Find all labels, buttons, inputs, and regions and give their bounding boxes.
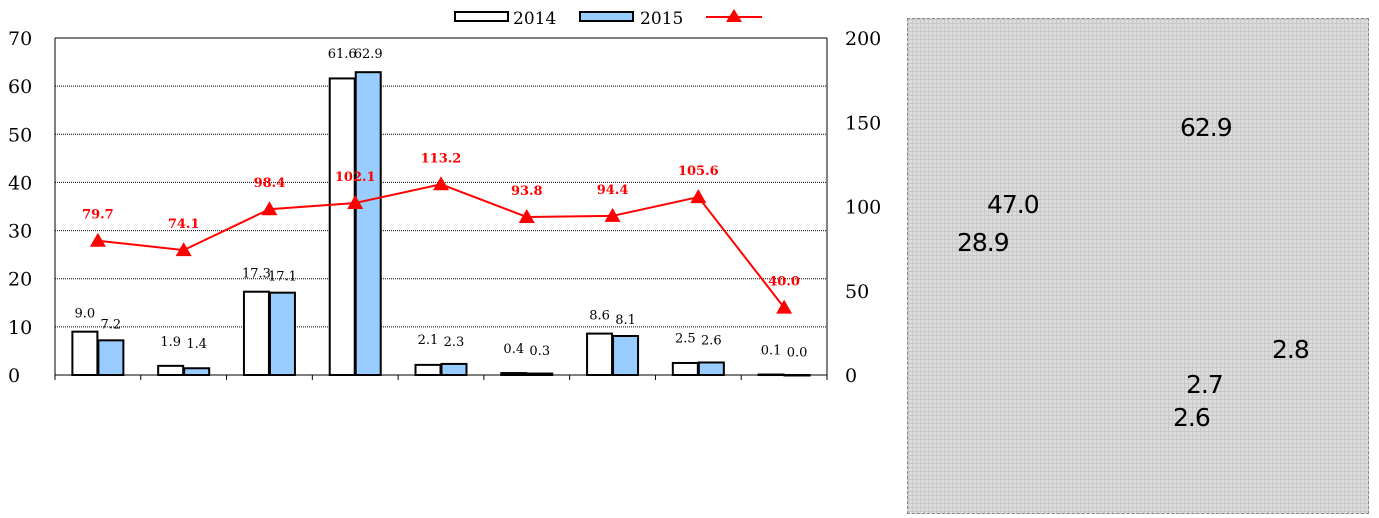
line-marker <box>175 242 192 257</box>
bar-label-2014: 0.4 <box>503 342 524 357</box>
bar-2015 <box>354 71 382 376</box>
y-tick-label-right: 150 <box>845 112 881 134</box>
line-marker <box>261 201 278 216</box>
y-tick-label-left: 0 <box>8 365 20 387</box>
line-data-label: 105.6 <box>678 164 719 179</box>
bar-2014 <box>71 330 99 376</box>
panel-value: 47.0 <box>987 190 1040 219</box>
bar-label-2014: 2.1 <box>418 333 439 348</box>
line-marker <box>776 299 793 314</box>
bar-label-2014: 8.6 <box>589 309 610 324</box>
y-tick-label-left: 40 <box>8 172 32 194</box>
bar-2014 <box>328 77 356 376</box>
y-tick-label-right: 100 <box>845 197 881 219</box>
bar-label-2015: 7.2 <box>101 317 122 332</box>
y-tick-label-left: 20 <box>8 269 32 291</box>
panel-value: 2.8 <box>1272 335 1310 364</box>
bar-label-2014: 2.5 <box>675 331 696 346</box>
value-panel: 62.9 47.0 28.9 2.8 2.7 2.6 <box>907 18 1369 514</box>
y-tick-label-left: 70 <box>8 28 32 50</box>
bar-2014 <box>242 290 270 376</box>
bar-label-2015: 0.3 <box>529 344 550 359</box>
bar-label-2014: 17.3 <box>242 267 271 282</box>
line-data-label: 102.1 <box>335 170 376 185</box>
legend-swatch-2015 <box>579 11 634 22</box>
line-marker <box>89 232 106 247</box>
legend-label-2014: 2014 <box>513 9 556 29</box>
y-tick-label-left: 50 <box>8 124 32 146</box>
bar-2014 <box>757 373 785 377</box>
y-tick-label-right: 200 <box>845 28 881 50</box>
bar-2015 <box>612 335 640 376</box>
line-data-label: 79.7 <box>82 208 114 223</box>
line-marker <box>433 176 449 191</box>
bar-2015 <box>526 372 554 377</box>
bar-2015 <box>97 339 125 376</box>
bar-label-2015: 2.6 <box>701 333 722 348</box>
line-data-label: 93.8 <box>511 184 543 199</box>
legend-line-marker <box>726 9 742 22</box>
line-data-label: 113.2 <box>421 151 462 166</box>
bar-2014 <box>157 364 185 376</box>
legend-swatch-2014 <box>454 11 509 22</box>
line-marker <box>518 208 535 223</box>
line-marker <box>347 194 364 209</box>
panel-value: 2.7 <box>1186 370 1224 399</box>
line-data-label: 40.0 <box>768 275 800 290</box>
bar-label-2014: 1.9 <box>160 335 181 350</box>
bar-2015 <box>440 362 468 377</box>
bar-2015 <box>783 374 811 377</box>
bar-2014 <box>414 363 442 377</box>
line-data-label: 74.1 <box>168 217 200 232</box>
bar-label-2015: 0.0 <box>787 346 808 361</box>
y-tick-label-left: 10 <box>8 317 32 339</box>
y-tick-label-left: 60 <box>8 76 32 98</box>
panel-value: 28.9 <box>957 228 1010 257</box>
bar-label-2015: 62.9 <box>354 47 383 62</box>
bar-2014 <box>671 361 699 377</box>
line-marker <box>690 189 707 204</box>
bar-2014 <box>586 332 614 376</box>
bar-label-2015: 2.3 <box>444 335 465 350</box>
bar-label-2014: 61.6 <box>328 47 357 62</box>
line-data-label: 94.4 <box>597 183 629 198</box>
bar-label-2015: 17.1 <box>268 270 297 285</box>
panel-value: 62.9 <box>1180 113 1233 142</box>
bar-label-2015: 8.1 <box>615 313 636 328</box>
line-data-label: 98.4 <box>254 176 286 191</box>
bar-2015 <box>697 361 725 376</box>
y-tick-label-left: 30 <box>8 221 32 243</box>
y-tick-label-right: 0 <box>845 365 857 387</box>
bar-label-2015: 1.4 <box>186 337 207 352</box>
y-tick-label-right: 50 <box>845 281 869 303</box>
bar-2015 <box>268 291 296 377</box>
line-series <box>97 183 785 309</box>
bar-2014 <box>500 372 528 376</box>
legend-label-2015: 2015 <box>640 9 683 29</box>
bar-label-2014: 9.0 <box>75 307 96 322</box>
line-marker <box>604 207 621 222</box>
combo-chart: 0 10 20 30 40 50 60 70 0 50 100 150 200 9.0 7.2 1.9 1.4 1… <box>8 9 881 387</box>
panel-value: 2.6 <box>1173 403 1211 432</box>
bar-2015 <box>183 367 211 377</box>
bar-label-2014: 0.1 <box>761 344 782 359</box>
